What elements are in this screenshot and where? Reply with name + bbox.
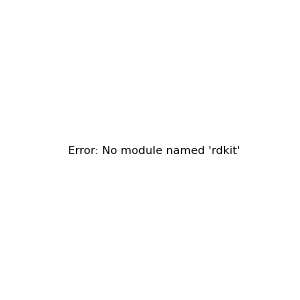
Text: Error: No module named 'rdkit': Error: No module named 'rdkit' [68,146,240,157]
